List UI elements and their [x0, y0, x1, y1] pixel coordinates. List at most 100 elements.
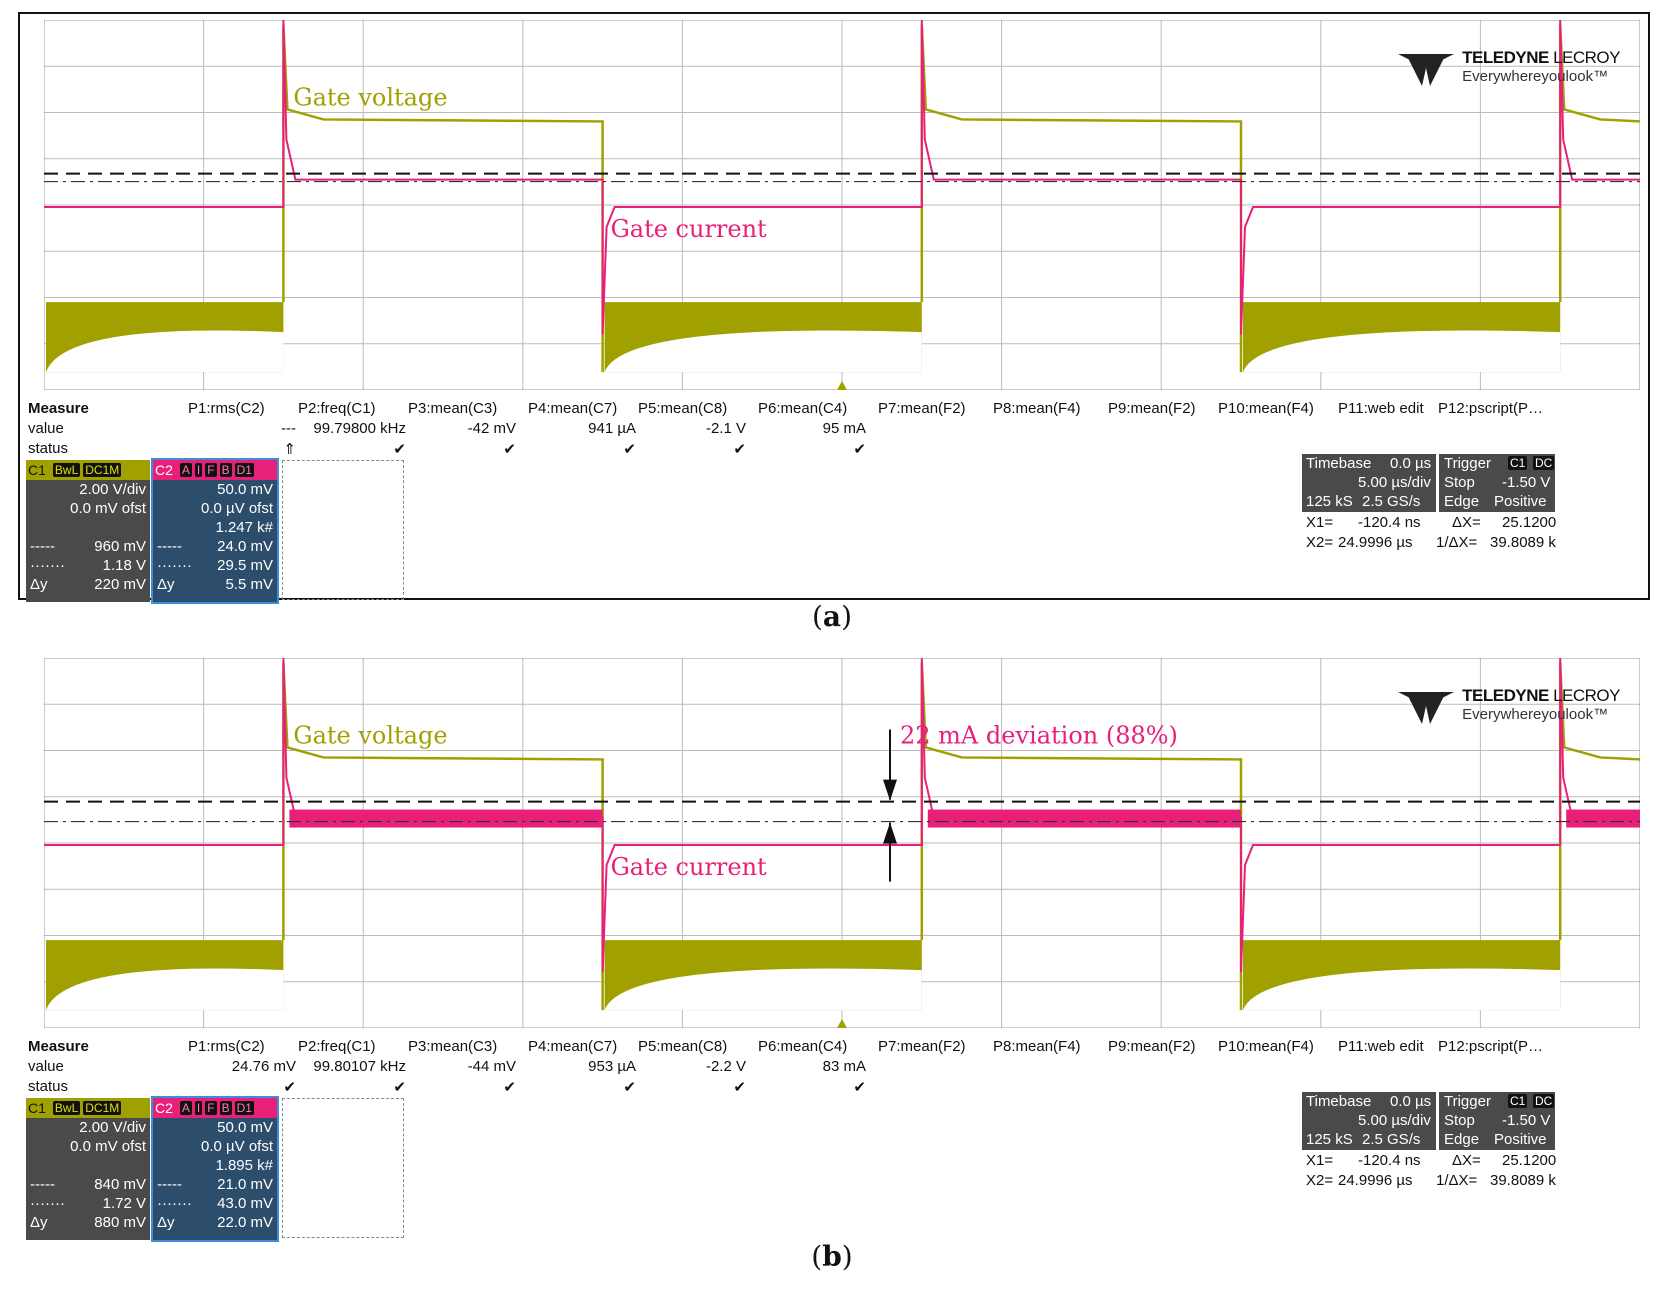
channel-chip: F — [205, 1101, 217, 1115]
channel-line: ······· 43.0 mV — [157, 1195, 273, 1212]
channel-line — [26, 518, 150, 537]
trigger-chip: C1 — [1508, 456, 1528, 470]
measure-cell[interactable]: -42 mV — [467, 420, 516, 437]
measure-cell[interactable]: ✔ — [733, 1079, 746, 1096]
measure-cell: Measure — [28, 400, 89, 417]
trigger-chip: DC — [1533, 1094, 1555, 1108]
channel-c1-box-a[interactable]: C1 BwL DC1M 2.00 V/div 0.0 mV ofst ----- 960 m… — [26, 460, 150, 602]
measure-cell[interactable]: ✔ — [283, 1079, 296, 1096]
gate-voltage-decay — [604, 968, 922, 1011]
brand-logo: TELEDYNE LECROY Everywhereyoulook™ — [1398, 686, 1621, 726]
measure-cell[interactable]: 83 mA — [822, 1058, 866, 1075]
channel-header[interactable]: C2 A I F B D1 — [153, 1098, 277, 1118]
measure-cell[interactable]: P9:mean(F2) — [1108, 400, 1196, 417]
channel-chip: DC1M — [83, 1101, 122, 1115]
measure-cell[interactable]: P6:mean(C4) — [758, 400, 848, 417]
measure-cell[interactable]: P1:rms(C2) — [188, 400, 265, 417]
measure-cell[interactable]: P10:mean(F4) — [1218, 1038, 1314, 1055]
channel-line: 50.0 mV — [217, 1119, 273, 1136]
timebase-bg — [1302, 454, 1436, 512]
measure-cell[interactable]: -2.1 V — [705, 420, 746, 437]
lecroy-logo-icon — [1398, 54, 1455, 86]
channel-header[interactable]: C1 BwL DC1M — [26, 460, 150, 480]
gate-current-noise-band — [1566, 809, 1640, 828]
trigger-title: Trigger — [1444, 455, 1491, 472]
channel-chip: B — [219, 1101, 232, 1115]
measure-cell[interactable]: ✔ — [393, 1079, 406, 1096]
inv-dx-label: 1/ΔX= — [1436, 534, 1478, 551]
empty-channel-slot-a[interactable] — [282, 460, 404, 600]
gate-current-trace — [44, 20, 1640, 335]
measure-cell[interactable]: P4:mean(C7) — [528, 400, 618, 417]
gate-voltage-label: Gate voltage — [293, 83, 447, 111]
measure-cell[interactable]: P4:mean(C7) — [528, 1038, 618, 1055]
gate-current-noise-band — [289, 809, 603, 828]
channel-label: C1 — [28, 1100, 46, 1116]
channel-header[interactable]: C1 BwL DC1M — [26, 1098, 150, 1118]
measure-cell[interactable]: P7:mean(F2) — [878, 1038, 966, 1055]
measure-cell[interactable]: ✔ — [733, 441, 746, 458]
measure-cell[interactable]: ✔ — [853, 1079, 866, 1096]
channel-line: 0.0 µV ofst — [200, 500, 273, 517]
timebase-title: Timebase — [1306, 1093, 1372, 1110]
measure-cell: value — [28, 420, 64, 437]
channel-label: C1 — [28, 462, 46, 478]
channel-line: ······· 29.5 mV — [157, 557, 273, 574]
channel-body: 50.0 mV 0.0 µV ofst 1.895 k# ----- 21.0 mV ··… — [153, 1118, 277, 1240]
channel-line: ······· 1.72 V — [30, 1195, 146, 1212]
measure-cell[interactable]: ✔ — [503, 1079, 516, 1096]
trigger-type: Edge — [1444, 1131, 1480, 1148]
measure-cell[interactable]: P12:pscript(P… — [1438, 1038, 1544, 1055]
measure-cell[interactable]: ✔ — [853, 441, 866, 458]
measure-cell[interactable]: P7:mean(F2) — [878, 400, 966, 417]
measure-cell[interactable]: ⇑ — [283, 441, 296, 458]
trigger-level: -1.50 V — [1502, 474, 1551, 491]
channel-line: ----- 960 mV — [30, 538, 146, 555]
measure-cell[interactable]: P6:mean(C4) — [758, 1038, 848, 1055]
channel-header[interactable]: C2 A I F B D1 — [153, 460, 277, 480]
measure-cell[interactable]: --- — [281, 420, 296, 437]
measure-cell[interactable]: P12:pscript(P… — [1438, 400, 1544, 417]
channel-c1-box-b[interactable]: C1 BwL DC1M 2.00 V/div 0.0 mV ofst ----- 840 m… — [26, 1098, 150, 1240]
x1-label: X1= — [1306, 514, 1334, 531]
measure-cell[interactable]: P11:web edit — [1338, 400, 1424, 417]
measure-cell[interactable]: P9:mean(F2) — [1108, 1038, 1196, 1055]
channel-chip: B — [219, 463, 232, 477]
measure-cell[interactable]: 953 µA — [588, 1058, 636, 1075]
gate-current-trace — [44, 658, 1640, 973]
measure-cell[interactable]: 99.80107 kHz — [313, 1058, 406, 1075]
measure-cell[interactable]: 24.76 mV — [231, 1058, 296, 1075]
channel-chip: I — [194, 463, 203, 477]
timebase-value: 0.0 µs — [1390, 1093, 1432, 1110]
measure-cell[interactable]: 95 mA — [822, 420, 866, 437]
x1-value: -120.4 ns — [1358, 1152, 1421, 1169]
measure-cell[interactable]: P1:rms(C2) — [188, 1038, 265, 1055]
measure-cell[interactable]: P10:mean(F4) — [1218, 400, 1314, 417]
measure-cell[interactable]: ✔ — [393, 441, 406, 458]
measure-cell[interactable]: 941 µA — [588, 420, 636, 437]
measure-cell[interactable]: -2.2 V — [705, 1058, 746, 1075]
trigger-chip: DC — [1533, 456, 1555, 470]
brand-name: TELEDYNE LECROY — [1462, 686, 1620, 705]
measure-cell[interactable]: 99.79800 kHz — [313, 420, 406, 437]
empty-channel-slot-b[interactable] — [282, 1098, 404, 1238]
measure-cell[interactable]: P11:web edit — [1338, 1038, 1424, 1055]
measure-cell[interactable]: P5:mean(C8) — [638, 400, 728, 417]
measure-cell[interactable]: ✔ — [503, 441, 516, 458]
measure-cell[interactable]: P5:mean(C8) — [638, 1038, 728, 1055]
measure-cell[interactable]: P8:mean(F4) — [993, 1038, 1081, 1055]
gate-current-noise-band — [927, 809, 1241, 828]
measure-cell[interactable]: P2:freq(C1) — [298, 400, 376, 417]
measure-cell[interactable]: -44 mV — [467, 1058, 516, 1075]
channel-c2-box-a[interactable]: C2 A I F B D1 50.0 mV 0.0 µV ofst 1.247 k# ----- 2… — [151, 458, 279, 604]
measure-cell[interactable]: ✔ — [623, 441, 636, 458]
measure-cell[interactable]: P3:mean(C3) — [408, 1038, 498, 1055]
channel-c2-box-b[interactable]: C2 A I F B D1 50.0 mV 0.0 µV ofst 1.895 k# ----- 2… — [151, 1096, 279, 1242]
arrow-down-icon — [883, 779, 897, 801]
measure-cell[interactable]: P8:mean(F4) — [993, 400, 1081, 417]
measure-cell[interactable]: ✔ — [623, 1079, 636, 1096]
measure-cell[interactable]: P3:mean(C3) — [408, 400, 498, 417]
measure-cell[interactable]: P2:freq(C1) — [298, 1038, 376, 1055]
